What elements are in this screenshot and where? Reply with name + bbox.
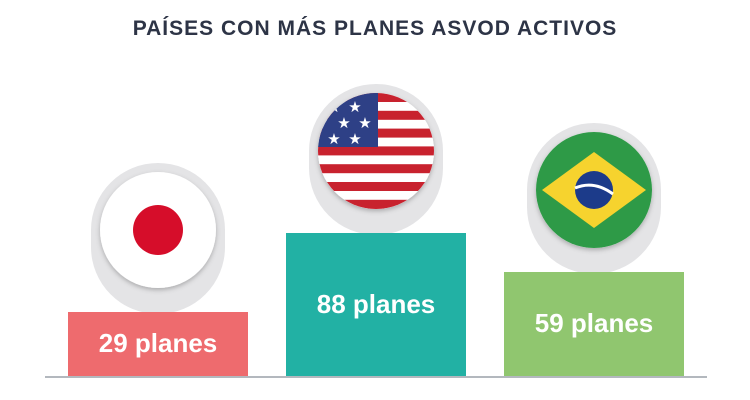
chart-title: PAÍSES CON MÁS PLANES ASVOD ACTIVOS (132, 17, 618, 40)
bar-value-label: 59 planes (534, 308, 654, 338)
usa-flag-icon: ★★ ★★ ★★ (318, 93, 434, 209)
svg-text:★: ★ (337, 114, 350, 132)
svg-text:★: ★ (327, 130, 340, 148)
svg-text:★: ★ (348, 98, 361, 116)
bar-estados-unidos (286, 233, 466, 376)
japan-flag-icon (100, 172, 216, 288)
bar-value-label: 88 planes (316, 288, 436, 319)
svg-text:★: ★ (348, 130, 361, 148)
bar-value-label: 29 planes (98, 328, 218, 358)
brazil-flag-icon (536, 132, 652, 248)
bar-brasil (504, 272, 684, 376)
bar-japón (68, 312, 248, 376)
svg-text:★: ★ (358, 114, 371, 132)
